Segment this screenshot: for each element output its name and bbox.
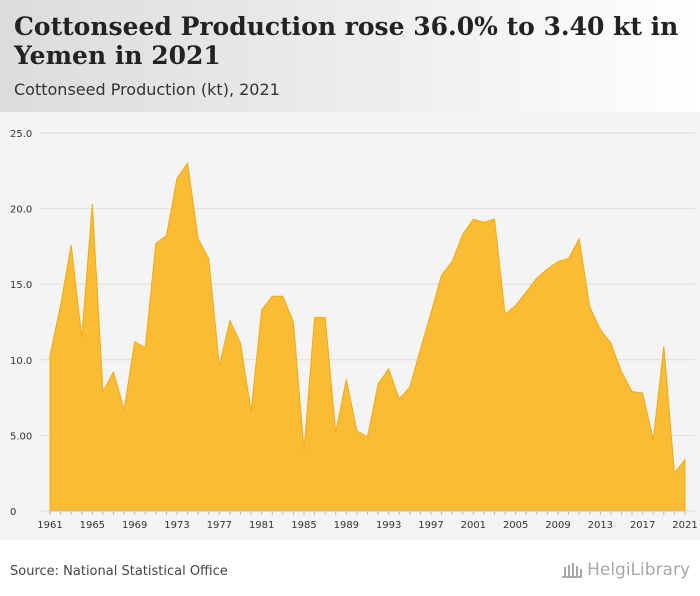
data-point[interactable] — [440, 273, 444, 277]
x-tick-label: 1985 — [291, 520, 316, 531]
data-point[interactable] — [461, 232, 465, 236]
data-point[interactable] — [567, 256, 571, 260]
data-point[interactable] — [514, 303, 518, 307]
data-point[interactable] — [482, 220, 486, 224]
data-point[interactable] — [450, 260, 454, 264]
data-point[interactable] — [48, 353, 52, 357]
x-tick-label: 2001 — [461, 520, 486, 531]
source-note: Source: National Statistical Office — [10, 564, 228, 579]
chart-container: 0 5.00 10.0 15.0 20.0 25.0 1961 1965 1969 1973 197… — [0, 112, 700, 540]
data-point[interactable] — [334, 430, 338, 434]
data-point[interactable] — [196, 237, 200, 241]
x-tick-label: 1981 — [249, 520, 274, 531]
data-point[interactable] — [154, 241, 158, 245]
data-point[interactable] — [344, 377, 348, 381]
data-point[interactable] — [186, 161, 190, 165]
data-point[interactable] — [524, 290, 528, 294]
data-point[interactable] — [164, 234, 168, 238]
x-tick-label: 1989 — [334, 520, 359, 531]
footer: Source: National Statistical Office Helg… — [0, 540, 700, 596]
data-point[interactable] — [281, 294, 285, 298]
data-point[interactable] — [556, 260, 560, 264]
data-point[interactable] — [672, 471, 676, 475]
data-point[interactable] — [69, 243, 73, 247]
y-tick-label: 0 — [10, 507, 16, 518]
x-tick-label: 1965 — [80, 520, 105, 531]
y-tick-label: 15.0 — [10, 280, 32, 291]
data-point[interactable] — [80, 335, 84, 339]
data-point[interactable] — [683, 458, 687, 462]
data-point[interactable] — [249, 409, 253, 413]
data-point[interactable] — [620, 370, 624, 374]
y-tick-label: 20.0 — [10, 205, 32, 216]
x-tick-label: 1993 — [376, 520, 401, 531]
data-point[interactable] — [302, 449, 306, 453]
page-title: Cottonseed Production rose 36.0% to 3.40… — [14, 12, 679, 70]
data-point[interactable] — [630, 390, 634, 394]
chart-subtitle: Cottonseed Production (kt), 2021 — [14, 80, 280, 99]
data-point[interactable] — [143, 346, 147, 350]
data-point[interactable] — [101, 390, 105, 394]
x-tick-label: 1961 — [37, 520, 62, 531]
data-point[interactable] — [418, 347, 422, 351]
data-point[interactable] — [228, 318, 232, 322]
data-point[interactable] — [598, 328, 602, 332]
data-point[interactable] — [175, 176, 179, 180]
data-point[interactable] — [493, 217, 497, 221]
data-point[interactable] — [397, 397, 401, 401]
data-point[interactable] — [535, 276, 539, 280]
x-tick-label: 2013 — [588, 520, 613, 531]
data-point[interactable] — [270, 294, 274, 298]
data-point[interactable] — [662, 344, 666, 348]
data-point[interactable] — [90, 202, 94, 206]
data-point[interactable] — [503, 312, 507, 316]
x-tick-label: 2017 — [630, 520, 655, 531]
y-tick-label: 10.0 — [10, 356, 32, 367]
data-point[interactable] — [471, 217, 475, 221]
data-point[interactable] — [133, 340, 137, 344]
header-banner: Cottonseed Production rose 36.0% to 3.40… — [0, 0, 700, 112]
data-point[interactable] — [376, 382, 380, 386]
logo-text: HelgiLibrary — [587, 560, 690, 580]
series-area — [49, 161, 686, 512]
x-tick-label: 1977 — [207, 520, 232, 531]
x-tick-label: 2021 — [672, 520, 697, 531]
data-point[interactable] — [545, 267, 549, 271]
data-point[interactable] — [260, 308, 264, 312]
data-point[interactable] — [112, 370, 116, 374]
x-tick-label: 1997 — [418, 520, 443, 531]
data-point[interactable] — [588, 305, 592, 309]
y-tick-label: 5.00 — [10, 431, 32, 442]
data-point[interactable] — [366, 435, 370, 439]
data-point[interactable] — [323, 315, 327, 319]
data-point[interactable] — [641, 391, 645, 395]
data-point[interactable] — [313, 315, 317, 319]
data-point[interactable] — [217, 364, 221, 368]
data-point[interactable] — [609, 341, 613, 345]
data-point[interactable] — [387, 367, 391, 371]
data-point[interactable] — [429, 311, 433, 315]
x-tick-label: 2009 — [545, 520, 570, 531]
data-point[interactable] — [577, 237, 581, 241]
area-chart: 0 5.00 10.0 15.0 20.0 25.0 1961 1965 1969 1973 197… — [10, 129, 698, 531]
data-point[interactable] — [59, 303, 63, 307]
y-tick-label: 25.0 — [10, 129, 32, 140]
data-point[interactable] — [122, 408, 126, 412]
data-point[interactable] — [408, 385, 412, 389]
data-point[interactable] — [239, 341, 243, 345]
data-point[interactable] — [291, 320, 295, 324]
x-tick-label: 1969 — [122, 520, 147, 531]
x-tick-label: 1973 — [164, 520, 189, 531]
data-point[interactable] — [651, 438, 655, 442]
helgi-library-logo[interactable]: HelgiLibrary — [561, 560, 690, 580]
data-point[interactable] — [207, 256, 211, 260]
x-tick-label: 2005 — [503, 520, 528, 531]
data-point[interactable] — [355, 429, 359, 433]
library-building-icon — [562, 563, 583, 578]
